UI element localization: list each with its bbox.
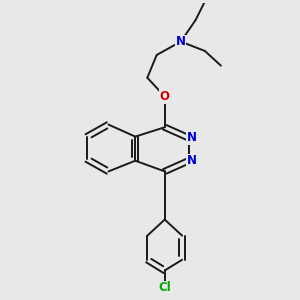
- Text: N: N: [187, 131, 197, 145]
- Text: Cl: Cl: [158, 281, 171, 294]
- Text: O: O: [160, 90, 170, 103]
- Text: N: N: [187, 154, 197, 167]
- Text: N: N: [176, 35, 186, 48]
